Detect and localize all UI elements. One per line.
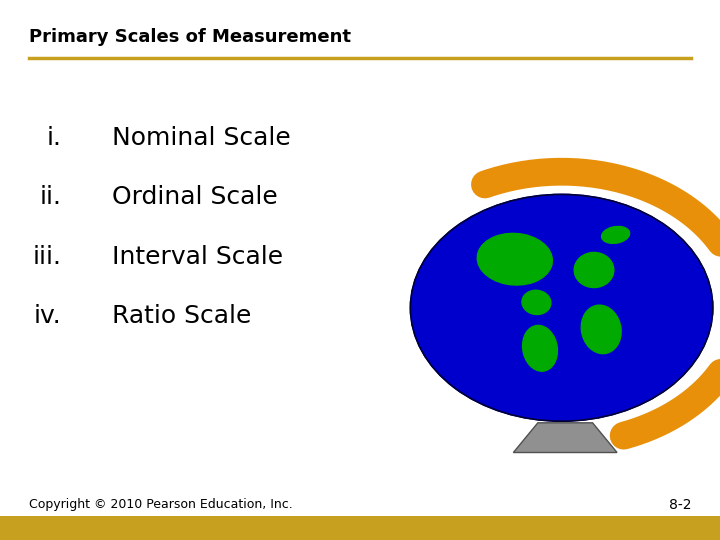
FancyBboxPatch shape bbox=[0, 516, 720, 540]
Ellipse shape bbox=[522, 291, 551, 314]
Text: 8-2: 8-2 bbox=[669, 498, 691, 512]
Text: Primary Scales of Measurement: Primary Scales of Measurement bbox=[29, 28, 351, 46]
Ellipse shape bbox=[575, 252, 613, 287]
Text: Interval Scale: Interval Scale bbox=[112, 245, 283, 268]
Text: Copyright © 2010 Pearson Education, Inc.: Copyright © 2010 Pearson Education, Inc. bbox=[29, 498, 292, 511]
Text: i.: i. bbox=[46, 126, 61, 150]
Ellipse shape bbox=[602, 226, 629, 244]
Text: Ordinal Scale: Ordinal Scale bbox=[112, 185, 277, 209]
Circle shape bbox=[410, 194, 713, 421]
Text: iv.: iv. bbox=[33, 304, 61, 328]
Text: iii.: iii. bbox=[32, 245, 61, 268]
Text: Nominal Scale: Nominal Scale bbox=[112, 126, 290, 150]
Polygon shape bbox=[513, 423, 617, 453]
Ellipse shape bbox=[581, 305, 621, 354]
Text: Ratio Scale: Ratio Scale bbox=[112, 304, 251, 328]
Ellipse shape bbox=[477, 233, 552, 285]
Text: ii.: ii. bbox=[39, 185, 61, 209]
Ellipse shape bbox=[523, 326, 557, 371]
